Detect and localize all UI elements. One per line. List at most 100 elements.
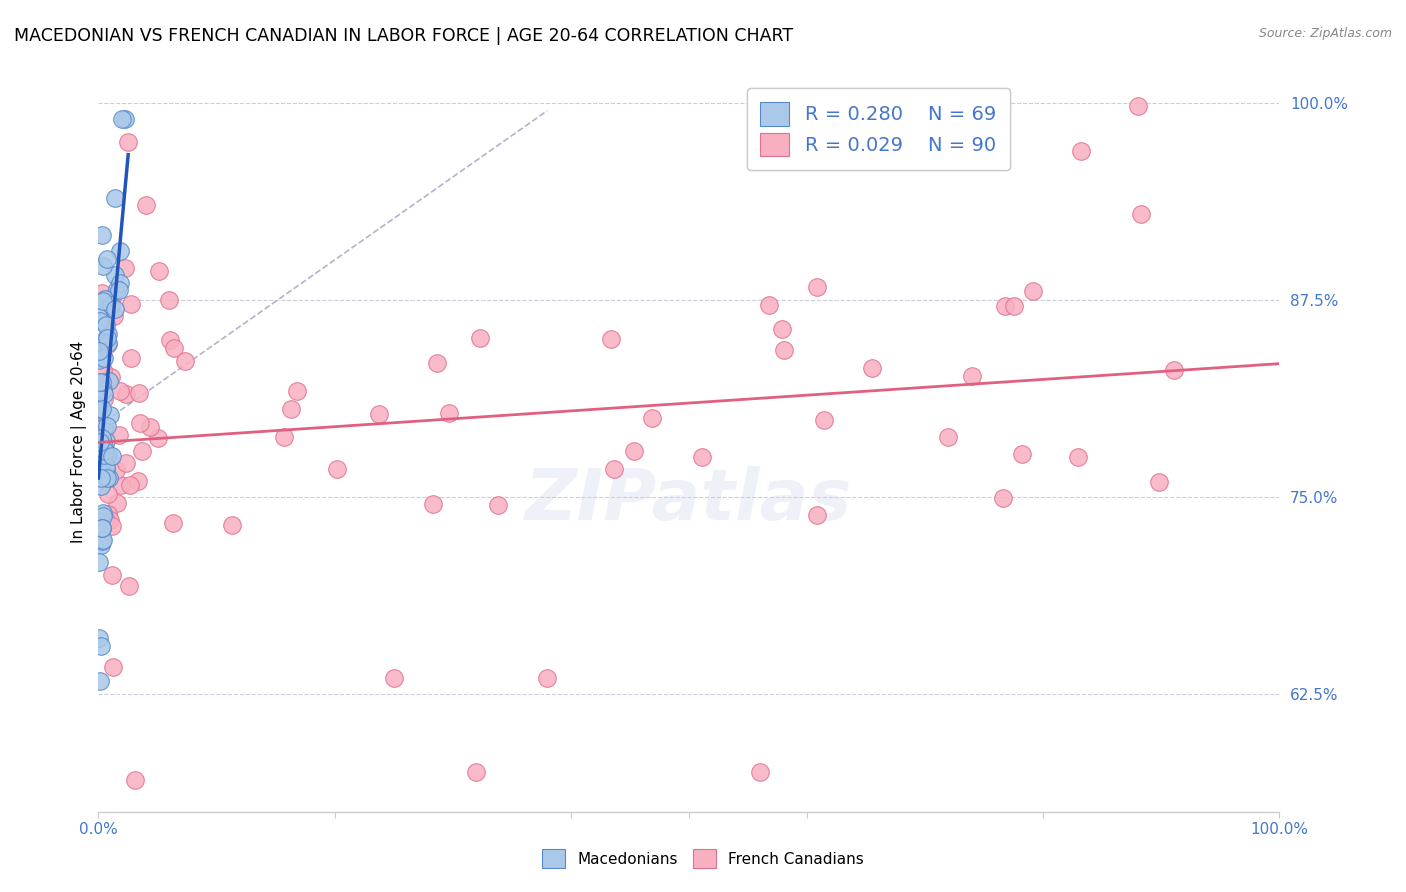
Point [993,491,1015,505]
Point [806,508,828,523]
Point [97,471,120,485]
Point [87,430,110,444]
Point [87,310,110,324]
Point [91,259,114,273]
Point [90,471,112,485]
Point [89,434,111,449]
Point [90,351,112,365]
Point [87,401,110,416]
Point [90,521,112,535]
Point [157,293,180,307]
Point [118,478,141,492]
Point [87,343,110,358]
Point [120,296,142,310]
Point [108,244,131,259]
Point [813,413,835,427]
Point [90,533,112,548]
Point [139,419,162,434]
Legend: R = 0.280    N = 69, R = 0.029    N = 90: R = 0.280 N = 69, R = 0.029 N = 90 [747,88,1010,170]
Point [98,409,121,423]
Point [326,462,349,476]
Point [89,434,111,449]
Point [97,337,120,351]
Point [135,198,157,212]
Point [105,463,128,477]
Point [93,351,115,366]
Point [994,299,1017,313]
Point [422,497,444,511]
Point [118,579,141,593]
Point [90,640,112,654]
Point [806,280,828,294]
Point [426,356,449,370]
Point [89,419,111,434]
Point [91,521,114,535]
Point [96,471,118,485]
Text: MACEDONIAN VS FRENCH CANADIAN IN LABOR FORCE | AGE 20-64 CORRELATION CHART: MACEDONIAN VS FRENCH CANADIAN IN LABOR F… [14,27,793,45]
Point [90,334,112,349]
Point [105,282,128,296]
Point [100,370,122,384]
Point [96,419,118,434]
Point [93,392,115,406]
Point [90,426,112,441]
Point [690,450,713,464]
Point [101,660,124,674]
Point [97,335,120,350]
Point [1002,299,1025,313]
Point [90,228,112,243]
Point [163,341,186,355]
Point [1163,363,1185,377]
Point [91,436,114,450]
Point [108,283,131,297]
Legend: Macedonians, French Canadians: Macedonians, French Canadians [534,841,872,875]
Point [87,353,110,368]
Point [89,314,111,328]
Point [603,461,626,475]
Point [91,442,114,456]
Point [97,507,120,521]
Point [368,407,391,421]
Point [114,112,136,126]
Point [94,292,117,306]
Text: Source: ZipAtlas.com: Source: ZipAtlas.com [1258,27,1392,40]
Point [91,294,114,309]
Point [91,449,114,463]
Point [91,508,114,523]
Point [91,431,114,445]
Point [89,461,111,475]
Point [101,450,124,464]
Point [91,285,114,300]
Point [758,298,780,312]
Point [91,383,114,397]
Point [1129,207,1152,221]
Point [94,511,117,525]
Point [98,374,121,388]
Point [1070,145,1092,159]
Point [100,298,122,312]
Point [103,309,125,323]
Point [860,360,883,375]
Point [623,444,645,458]
Point [773,343,796,358]
Point [104,302,127,317]
Point [114,456,136,470]
Y-axis label: In Labor Force | Age 20-64: In Labor Force | Age 20-64 [72,341,87,542]
Point [96,455,118,469]
Point [770,322,793,336]
Point [90,538,112,552]
Point [93,387,115,401]
Point [640,411,662,425]
Point [128,385,150,400]
Point [1147,475,1170,489]
Point [173,354,195,368]
Point [94,444,117,458]
Point [273,430,295,444]
Point [96,331,118,345]
Point [101,291,124,305]
Point [93,506,115,520]
Point [94,459,117,474]
Point [148,264,170,278]
Point [114,261,136,276]
Point [110,276,132,290]
